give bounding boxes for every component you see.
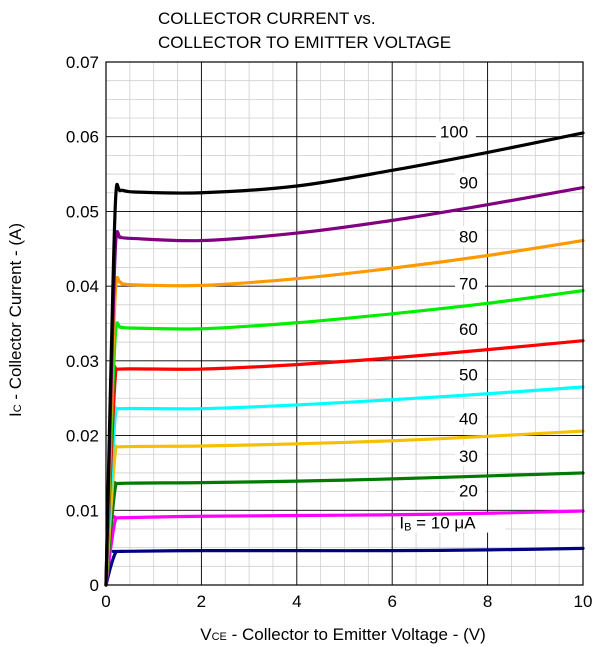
y-tick-label: 0.03 <box>66 352 99 371</box>
curve-label-backgrounds <box>395 121 506 533</box>
x-axis-label-symbol: V <box>200 625 212 644</box>
series-line-ib-40 <box>104 429 585 587</box>
curve-labels: IB = 10 μA 20 30 40 50 60 70 80 90 100 <box>399 122 478 533</box>
curve-label-background <box>454 480 485 501</box>
x-tick-label: 8 <box>483 592 492 611</box>
series-line-ib-30 <box>104 471 585 587</box>
grid <box>105 61 584 586</box>
chart-title-line-2: COLLECTOR TO EMITTER VOLTAGE <box>158 33 451 52</box>
curve-label-ib-70: 70 <box>459 274 478 293</box>
series-lines <box>104 131 585 587</box>
y-axis-label-subscript: C <box>12 404 24 412</box>
curve-label-ib-100: 100 <box>440 122 468 141</box>
curve-label-ib-20: 20 <box>459 482 478 501</box>
curve-label-background <box>454 364 485 385</box>
x-tick-label: 0 <box>101 592 110 611</box>
y-axis-label: IC - Collector Current - (A) <box>6 223 25 417</box>
y-tick-label: 0.06 <box>66 128 99 147</box>
x-tick-label: 2 <box>197 592 206 611</box>
x-tick-label: 4 <box>292 592 301 611</box>
y-tick-label: 0.02 <box>66 427 99 446</box>
series-line-ib-20 <box>104 509 585 587</box>
x-axis-label-text: - Collector to Emitter Voltage - (V) <box>227 625 486 644</box>
curve-label-ib-80: 80 <box>459 227 478 246</box>
ib-subscript: B <box>404 522 411 534</box>
curve-label-ib-90: 90 <box>459 173 478 192</box>
curve-label-ib-60: 60 <box>459 320 478 339</box>
curve-label-background <box>454 226 485 247</box>
y-tick-label: 0.07 <box>66 53 99 72</box>
plot-area-frame <box>105 61 584 586</box>
y-tick-label: 0.05 <box>66 202 99 221</box>
curve-label-ib-50: 50 <box>459 366 478 385</box>
curve-label-background <box>454 319 485 340</box>
series-line-ib-10 <box>104 546 585 587</box>
curve-label-background <box>454 273 485 294</box>
curve-label-background <box>435 121 476 142</box>
series-line-ib-100 <box>104 131 585 587</box>
x-tick-label: 10 <box>574 592 593 611</box>
y-tick-label: 0.04 <box>66 277 99 296</box>
x-tick-label: 6 <box>387 592 396 611</box>
x-axis-label-subscript: CE <box>212 631 227 643</box>
ib-symbol: I <box>399 514 404 533</box>
y-axis-label-text: - Collector Current - (A) <box>6 223 25 404</box>
chart-title-line-1: COLLECTOR CURRENT vs. <box>158 9 376 28</box>
y-tick-label: 0 <box>90 576 99 595</box>
ib-value: = 10 μA <box>411 514 476 533</box>
y-axis-label-symbol: I <box>6 412 25 417</box>
curve-label-ib-10: IB = 10 μA <box>399 514 476 534</box>
curve-label-background <box>454 408 485 429</box>
y-tick-label: 0.01 <box>66 501 99 520</box>
curve-label-ib-40: 40 <box>459 410 478 429</box>
curve-label-background <box>454 172 485 193</box>
x-axis-label: VCE - Collector to Emitter Voltage - (V) <box>200 625 486 644</box>
curve-label-ib-30: 30 <box>459 447 478 466</box>
curve-label-background <box>454 445 485 466</box>
curve-label-background <box>395 512 506 533</box>
